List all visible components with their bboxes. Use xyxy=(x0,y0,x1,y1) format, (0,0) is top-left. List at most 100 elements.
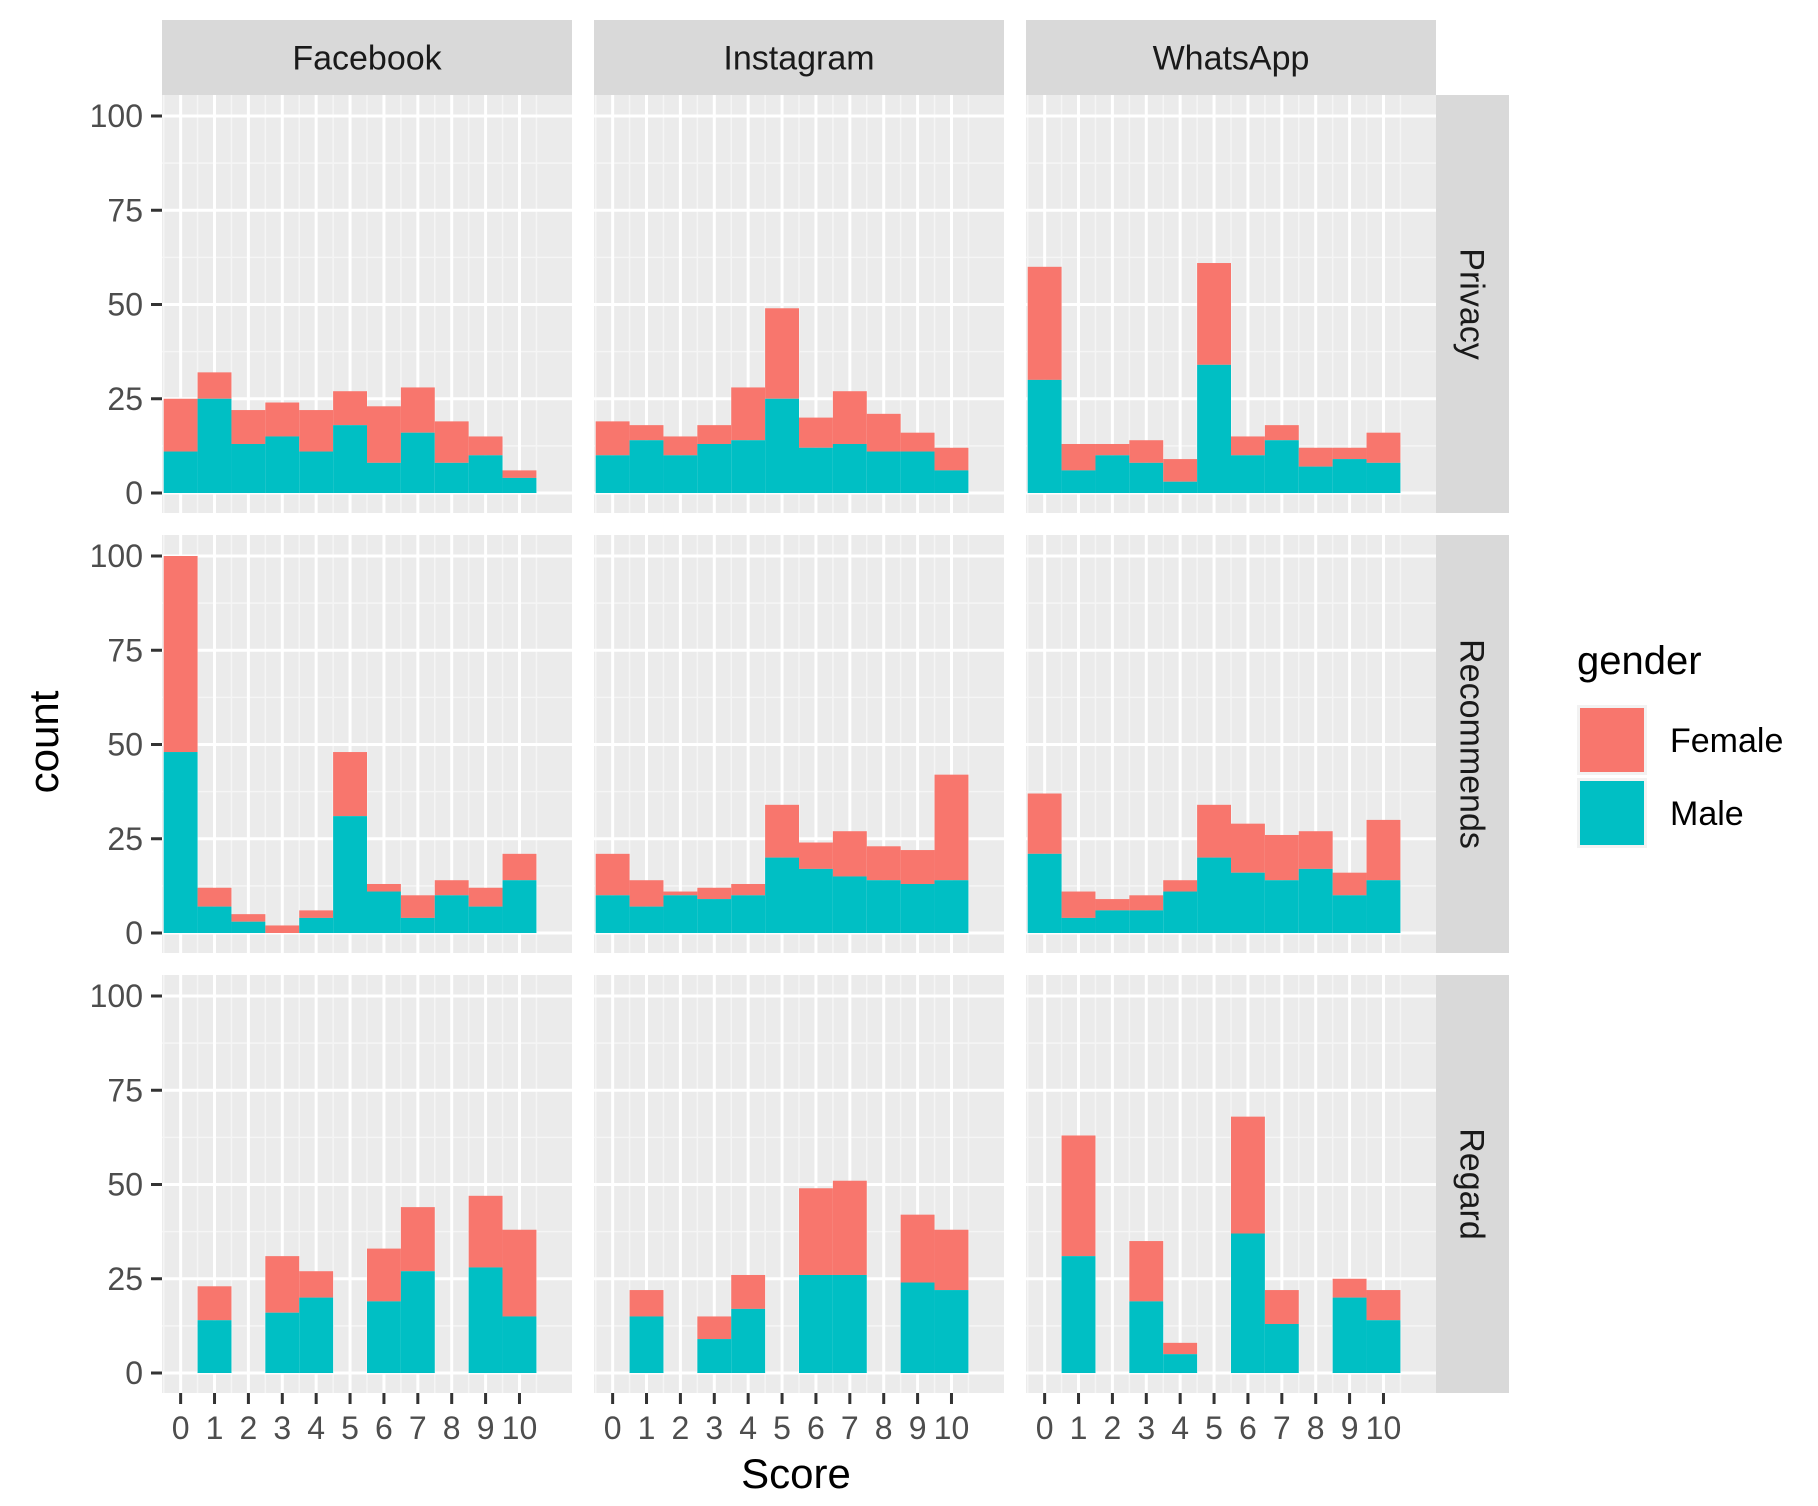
bar-female-whatsapp-regard-score-7 xyxy=(1264,1290,1299,1324)
x-tick-label: 10 xyxy=(1366,1410,1402,1446)
bar-male-instagram-privacy-score-6 xyxy=(799,447,833,493)
legend-swatch-male xyxy=(1580,781,1644,845)
bar-female-facebook-recommends-score-0 xyxy=(163,556,198,753)
strip-recommends xyxy=(1436,535,1509,953)
bar-female-instagram-privacy-score-0 xyxy=(595,421,630,456)
bar-male-whatsapp-privacy-score-10 xyxy=(1366,462,1401,493)
strip-label-regard: Regard xyxy=(1453,1128,1491,1240)
bar-female-whatsapp-regard-score-6 xyxy=(1231,1116,1265,1234)
bar-male-whatsapp-privacy-score-1 xyxy=(1061,470,1096,493)
bar-male-facebook-privacy-score-9 xyxy=(468,455,503,493)
bar-male-instagram-recommends-score-6 xyxy=(799,868,833,933)
bar-female-instagram-privacy-score-3 xyxy=(697,425,732,444)
bar-female-whatsapp-recommends-score-5 xyxy=(1197,804,1231,858)
bar-male-instagram-privacy-score-9 xyxy=(900,451,935,493)
bar-male-whatsapp-recommends-score-7 xyxy=(1264,880,1299,933)
bar-female-facebook-recommends-score-10 xyxy=(502,853,537,881)
bar-male-facebook-privacy-score-1 xyxy=(197,398,232,493)
bar-female-whatsapp-recommends-score-9 xyxy=(1332,872,1367,896)
bar-female-instagram-recommends-score-2 xyxy=(663,891,698,896)
bar-male-whatsapp-privacy-score-8 xyxy=(1298,466,1333,493)
bar-male-facebook-regard-score-1 xyxy=(197,1320,232,1373)
panel-instagram-regard xyxy=(594,975,1004,1393)
x-tick-label: 7 xyxy=(1273,1410,1291,1446)
bar-male-whatsapp-recommends-score-1 xyxy=(1061,917,1096,933)
bar-female-facebook-recommends-score-6 xyxy=(367,883,401,892)
bar-female-instagram-recommends-score-3 xyxy=(697,887,732,900)
y-tick-label: 50 xyxy=(107,727,143,763)
bar-male-whatsapp-recommends-score-3 xyxy=(1129,910,1164,933)
bar-female-instagram-regard-score-1 xyxy=(629,1290,664,1317)
panel-whatsapp-regard xyxy=(1026,975,1436,1393)
legend-label-female: Female xyxy=(1670,722,1783,760)
bar-female-facebook-privacy-score-2 xyxy=(231,410,266,444)
bar-female-instagram-recommends-score-9 xyxy=(900,850,935,884)
bar-male-facebook-recommends-score-9 xyxy=(468,906,503,933)
bar-male-facebook-privacy-score-5 xyxy=(333,425,367,493)
y-tick-label: 50 xyxy=(107,1167,143,1203)
x-tick-label: 9 xyxy=(1341,1410,1359,1446)
bar-female-facebook-recommends-score-1 xyxy=(197,887,232,907)
bar-male-whatsapp-privacy-score-9 xyxy=(1332,459,1367,493)
bar-male-whatsapp-recommends-score-9 xyxy=(1332,895,1367,933)
bar-male-facebook-regard-score-4 xyxy=(299,1297,334,1373)
bar-female-facebook-recommends-score-8 xyxy=(434,880,469,896)
bar-female-whatsapp-recommends-score-8 xyxy=(1298,831,1333,869)
bar-male-instagram-recommends-score-3 xyxy=(697,899,732,933)
bar-male-instagram-regard-score-10 xyxy=(934,1290,969,1373)
x-tick-label: 9 xyxy=(909,1410,927,1446)
bar-male-facebook-recommends-score-7 xyxy=(400,917,435,933)
legend-title: gender xyxy=(1577,639,1702,683)
bar-female-whatsapp-regard-score-9 xyxy=(1332,1278,1367,1298)
bar-female-facebook-privacy-score-8 xyxy=(434,421,469,463)
bar-male-whatsapp-privacy-score-3 xyxy=(1129,462,1164,493)
bar-female-facebook-regard-score-4 xyxy=(299,1271,334,1298)
bar-female-whatsapp-recommends-score-6 xyxy=(1231,823,1265,873)
bar-female-instagram-privacy-score-1 xyxy=(629,425,664,441)
bar-female-whatsapp-recommends-score-3 xyxy=(1129,895,1164,911)
bar-male-instagram-privacy-score-2 xyxy=(663,455,698,493)
bar-female-instagram-recommends-score-0 xyxy=(595,853,630,896)
x-tick-label: 1 xyxy=(1070,1410,1088,1446)
bar-female-whatsapp-regard-score-4 xyxy=(1163,1342,1198,1355)
bar-female-whatsapp-recommends-score-4 xyxy=(1163,880,1198,892)
bar-male-whatsapp-recommends-score-6 xyxy=(1231,872,1265,933)
strip-privacy xyxy=(1436,95,1509,513)
bar-male-facebook-privacy-score-7 xyxy=(400,432,435,493)
bar-female-whatsapp-privacy-score-0 xyxy=(1027,266,1062,380)
panel-facebook-privacy xyxy=(162,95,572,513)
bar-male-facebook-recommends-score-5 xyxy=(333,816,367,933)
bar-female-whatsapp-recommends-score-0 xyxy=(1027,793,1062,854)
bar-male-whatsapp-recommends-score-10 xyxy=(1366,880,1401,933)
bar-female-instagram-regard-score-9 xyxy=(900,1214,935,1283)
strip-instagram xyxy=(594,20,1004,95)
bar-female-facebook-privacy-score-7 xyxy=(400,387,435,433)
bar-female-instagram-privacy-score-8 xyxy=(866,413,901,452)
bar-female-whatsapp-privacy-score-10 xyxy=(1366,432,1401,463)
bar-male-whatsapp-privacy-score-7 xyxy=(1264,440,1299,493)
bar-female-facebook-privacy-score-10 xyxy=(502,470,537,478)
x-tick-label: 7 xyxy=(841,1410,859,1446)
bar-female-facebook-privacy-score-9 xyxy=(468,436,503,456)
bar-female-whatsapp-regard-score-3 xyxy=(1129,1241,1164,1302)
bar-male-facebook-regard-score-10 xyxy=(502,1316,537,1373)
y-tick-label: 0 xyxy=(125,915,143,951)
bar-female-whatsapp-privacy-score-4 xyxy=(1163,459,1198,482)
bar-male-facebook-regard-score-3 xyxy=(265,1312,300,1373)
panel-whatsapp-recommends xyxy=(1026,535,1436,953)
bar-male-whatsapp-regard-score-4 xyxy=(1163,1354,1198,1373)
bar-male-instagram-privacy-score-1 xyxy=(629,440,664,493)
x-tick-label: 4 xyxy=(739,1410,757,1446)
strip-label-instagram: Instagram xyxy=(723,40,874,78)
y-tick-label: 25 xyxy=(107,821,143,857)
bar-female-facebook-regard-score-9 xyxy=(468,1195,503,1268)
bar-female-instagram-recommends-score-10 xyxy=(934,774,969,881)
bar-female-instagram-privacy-score-2 xyxy=(663,436,698,456)
bar-female-facebook-privacy-score-6 xyxy=(367,406,401,463)
bar-male-whatsapp-regard-score-10 xyxy=(1366,1320,1401,1373)
bar-male-whatsapp-regard-score-3 xyxy=(1129,1301,1164,1373)
x-tick-label: 2 xyxy=(672,1410,690,1446)
x-tick-label: 5 xyxy=(773,1410,791,1446)
